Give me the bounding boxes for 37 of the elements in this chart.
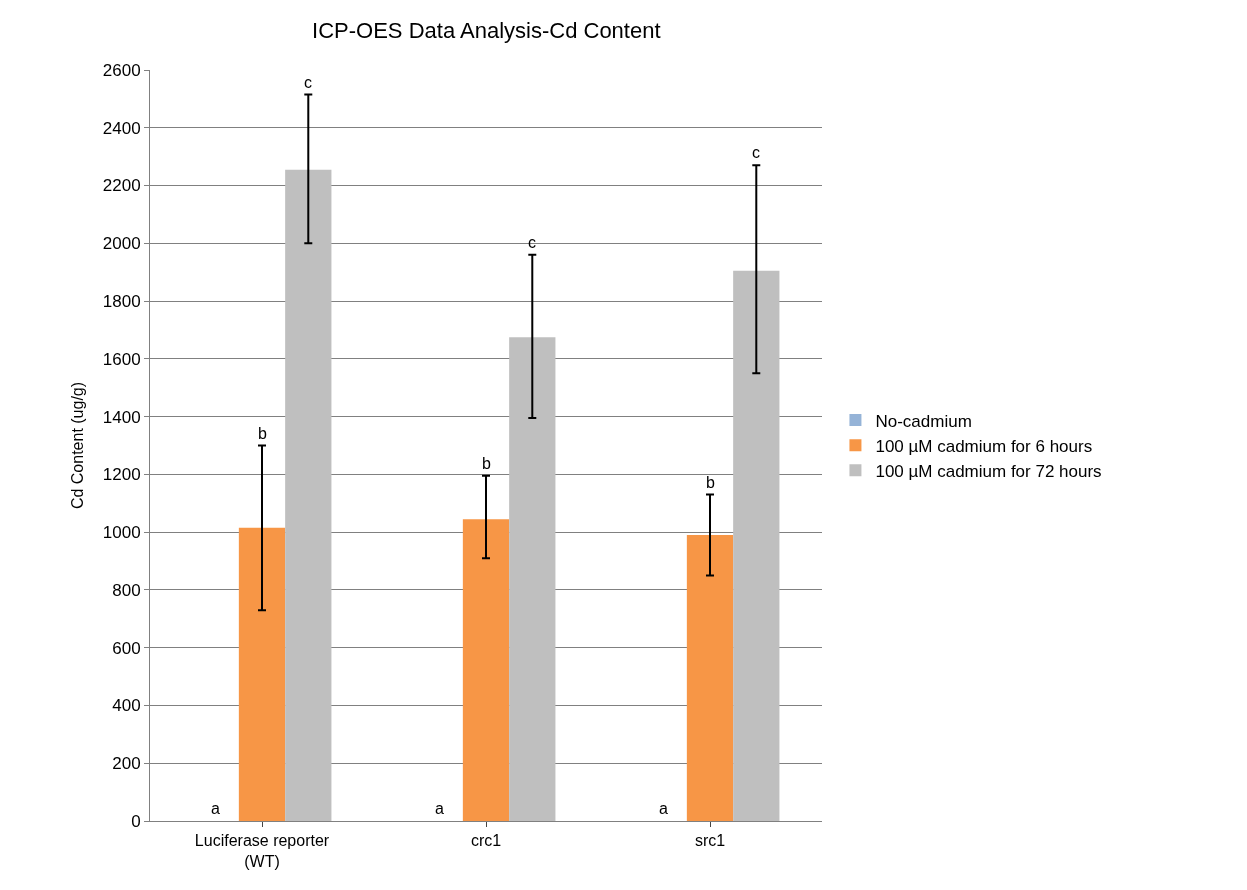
x-tick-label: crc1 (470, 832, 502, 850)
annotation: a (659, 800, 668, 817)
bar (509, 337, 556, 821)
y-tick-label: 2400 (102, 118, 141, 138)
annotation: c (752, 144, 760, 161)
annotation: a (435, 800, 444, 817)
legend-label: 100 µM cadmium for 6 hours (875, 436, 1093, 456)
y-tick-label: 800 (112, 580, 141, 600)
bar (733, 270, 780, 821)
y-tick-label: 2000 (102, 234, 141, 254)
annotation: b (482, 455, 491, 472)
y-tick-label: 2600 (102, 60, 141, 80)
y-tick-label: 600 (112, 638, 141, 658)
y-tick-label: 1600 (102, 349, 141, 369)
y-tick-label: 1200 (102, 465, 141, 485)
legend-label: 100 µM cadmium for 72 hours (875, 461, 1102, 481)
legend-label: No-cadmium (875, 411, 972, 431)
y-tick-label: 400 (112, 696, 141, 716)
annotation: a (211, 800, 220, 817)
y-tick-label: 0 (131, 811, 141, 831)
bar (462, 519, 510, 821)
bar (285, 169, 332, 821)
annotation: c (528, 234, 536, 251)
chart-title: ICP-OES Data Analysis-Cd Content (312, 17, 661, 43)
x-tick-label: Luciferase reporter (WT) (194, 832, 330, 870)
y-tick-label: 1000 (102, 523, 141, 543)
y-tick-label: 1400 (102, 407, 141, 427)
annotation: c (304, 74, 312, 91)
y-tick-label: 1800 (102, 292, 141, 312)
bar (686, 535, 734, 821)
x-tick-label: src1 (694, 832, 726, 850)
annotation: b (706, 474, 715, 491)
y-tick-label: 2200 (102, 176, 141, 196)
bar (238, 527, 286, 821)
annotation: b (258, 425, 267, 442)
y-tick-label: 200 (112, 754, 141, 774)
y-axis-title: Cd Content (ug/g) (68, 381, 86, 510)
